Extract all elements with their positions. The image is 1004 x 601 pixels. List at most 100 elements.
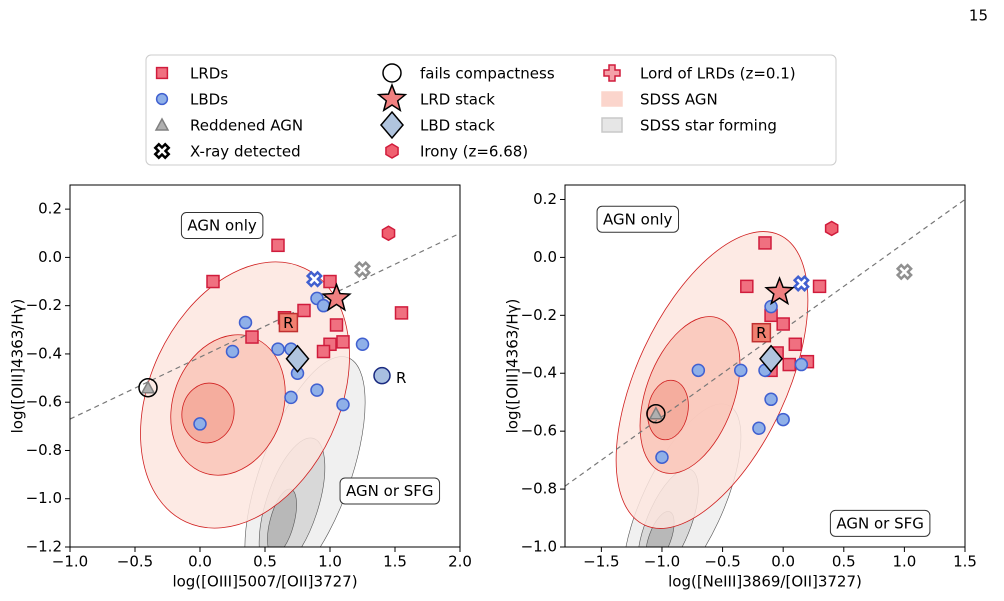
marker-circle [310, 383, 324, 397]
marker-circle [336, 397, 350, 412]
marker-hexagon [824, 220, 839, 237]
legend-marker [155, 66, 169, 80]
marker-circle [193, 417, 207, 431]
legend-label: Irony (z=6.68) [420, 143, 528, 161]
marker-circle [752, 421, 766, 436]
y-tick-label: −0.2 [26, 296, 62, 314]
marker-circle [764, 299, 778, 314]
marker-square [271, 238, 285, 253]
marker-square [206, 274, 220, 289]
legend-marker [601, 91, 623, 107]
x-tick-label: 1.0 [318, 553, 342, 571]
marker-hexagon [381, 225, 396, 242]
marker-ring [646, 404, 666, 424]
x-axis-label: log([NeIII]3869/[OII]3727) [668, 573, 862, 591]
annotation: AGN only [187, 217, 256, 235]
marker-square [740, 279, 754, 294]
y-tick-label: −0.4 [26, 344, 62, 362]
marker-square [751, 322, 772, 343]
y-tick-label: −0.6 [26, 393, 62, 411]
marker-circle [373, 366, 391, 385]
y-tick-label: −0.6 [521, 422, 557, 440]
legend-label: fails compactness [420, 65, 555, 83]
annotation: AGN or SFG [836, 514, 924, 532]
marker-square [394, 306, 409, 320]
point-label: R [756, 324, 766, 342]
marker-square [245, 330, 259, 344]
marker-xcross [895, 263, 913, 281]
marker-circle [794, 357, 809, 372]
y-tick-label: 0.2 [533, 190, 557, 208]
legend-marker [155, 92, 169, 106]
marker-square [788, 337, 803, 352]
legend-marker [380, 110, 404, 140]
marker-diamond [285, 344, 310, 373]
marker-circle [734, 363, 748, 378]
x-tick-label: 1.5 [953, 553, 977, 571]
marker-star [764, 276, 795, 306]
legend-label: LRDs [190, 65, 228, 83]
page-number: 15 [969, 7, 988, 25]
legend-marker [154, 117, 170, 131]
demarcation-line [565, 198, 965, 487]
demarcation-line [70, 232, 460, 420]
marker-circle [355, 337, 370, 352]
y-tick-label: −0.2 [521, 306, 557, 324]
x-tick-label: 0.5 [832, 553, 856, 571]
marker-xcross [305, 270, 323, 288]
y-tick-label: −1.0 [26, 489, 62, 507]
x-tick-label: −1.0 [644, 553, 680, 571]
x-tick-label: 1.5 [383, 553, 407, 571]
x-tick-label: 0.5 [253, 553, 277, 571]
legend-label: LBDs [190, 91, 228, 109]
marker-square [329, 318, 344, 332]
annotation-box [339, 477, 441, 505]
annotation: AGN only [603, 210, 672, 228]
marker-square [782, 357, 796, 372]
legend-label: X-ray detected [190, 143, 301, 161]
marker-ring [138, 377, 158, 398]
x-axis-label: log([OIII]5007/[OII]3727) [172, 573, 357, 591]
point-label: R [283, 314, 293, 332]
x-tick-label: −1.0 [52, 553, 88, 571]
marker-square [316, 344, 331, 359]
x-tick-label: −0.5 [704, 553, 740, 571]
marker-circle [271, 342, 285, 356]
legend-label: SDSS AGN [640, 91, 718, 109]
marker-star [321, 282, 352, 312]
plot-area [70, 232, 460, 547]
legend-label: Reddened AGN [190, 117, 303, 135]
marker-triangle [648, 406, 664, 420]
annotation-box [829, 509, 931, 537]
x-tick-label: 0.0 [188, 553, 212, 571]
marker-square [297, 303, 311, 318]
marker-circle [655, 450, 669, 464]
y-axis-label: log([OIII]4363/Hγ) [504, 299, 522, 434]
legend-box [145, 54, 837, 166]
axes-frame [564, 184, 966, 548]
marker-circle [238, 315, 253, 330]
legend-label: Lord of LRDs (z=0.1) [640, 65, 796, 83]
marker-square [758, 236, 772, 250]
x-tick-label: 0.0 [771, 553, 795, 571]
y-tick-label: −0.8 [26, 441, 62, 459]
point-label: R [396, 369, 406, 387]
legend-marker [153, 142, 171, 160]
marker-circle [764, 392, 778, 407]
x-tick-label: 2.0 [448, 553, 472, 571]
x-tick-label: −0.5 [117, 553, 153, 571]
marker-circle [691, 363, 706, 378]
sdss-agn-contour [647, 379, 689, 441]
legend-label: SDSS star forming [640, 117, 777, 135]
legend-label: LRD stack [420, 91, 495, 109]
legend-marker [385, 143, 399, 159]
annotation: AGN or SFG [346, 482, 434, 500]
y-tick-label: −1.0 [521, 538, 557, 556]
legend-marker [382, 63, 402, 83]
marker-square [812, 279, 827, 294]
marker-circle [225, 344, 240, 359]
y-tick-label: 0.0 [38, 248, 62, 266]
marker-circle [284, 390, 298, 405]
marker-square [336, 335, 350, 349]
legend-marker [603, 64, 621, 82]
